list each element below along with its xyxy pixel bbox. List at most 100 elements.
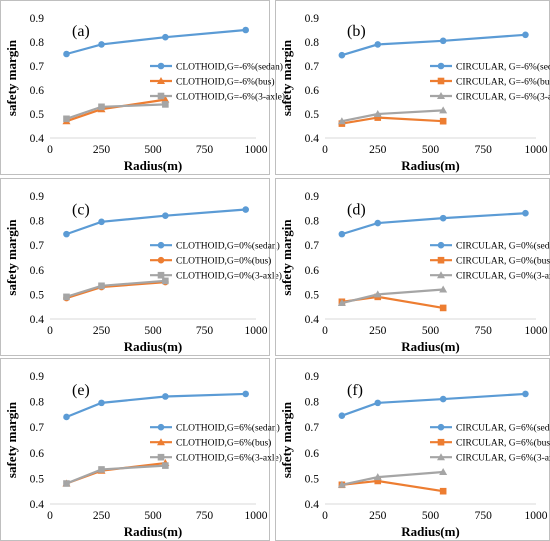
data-point <box>374 399 382 407</box>
data-point <box>439 304 447 312</box>
y-tick-label: 0.8 <box>305 37 320 49</box>
data-point <box>439 106 448 114</box>
data-point <box>161 95 170 103</box>
x-tick-label: 500 <box>144 510 162 522</box>
legend-entry: CLOTHOID,G=6%(sedan) <box>176 423 280 434</box>
data-point <box>98 218 105 226</box>
data-point <box>338 412 346 419</box>
legend-entry: CIRCULAR, G=6%(sedan) <box>456 423 550 434</box>
data-point <box>373 290 382 298</box>
x-tick-label: 750 <box>196 325 214 337</box>
x-axis-title: Radius(m) <box>401 524 460 539</box>
data-point <box>162 212 169 219</box>
legend-entry: CIRCULAR, G=6%(3-axle) <box>456 453 550 464</box>
data-point <box>439 487 447 495</box>
panel-label: (d) <box>347 201 366 218</box>
y-axis-title: safety margin <box>4 401 19 478</box>
chart-panel-3: 0.4 0.5 0.6 0.7 0.8 0.9 0 250 500 750 1000 Radius(m… <box>0 178 282 356</box>
x-tick-label: 250 <box>369 144 387 156</box>
data-point <box>98 282 105 290</box>
x-tick-label: 250 <box>369 325 387 337</box>
data-point <box>63 50 70 58</box>
y-tick-label: 0.5 <box>305 473 320 485</box>
y-tick-label: 0.4 <box>30 314 45 326</box>
data-point <box>374 114 382 121</box>
x-tick-label: 1000 <box>245 325 268 337</box>
chart-panel-1: 0.4 0.5 0.6 0.7 0.8 0.9 0 250 500 750 1000 Radius(m… <box>0 0 285 175</box>
chart-panel-5: 0.4 0.5 0.6 0.7 0.8 0.9 0 250 500 750 1000 Radius(m… <box>0 358 282 541</box>
y-tick-label: 0.6 <box>30 85 45 97</box>
y-tick-label: 0.4 <box>305 133 320 145</box>
data-point <box>162 277 169 285</box>
x-tick-label: 750 <box>475 144 493 156</box>
y-tick-label: 0.7 <box>305 422 320 434</box>
legend-marker <box>437 77 445 85</box>
y-tick-label: 0.7 <box>305 61 320 73</box>
y-tick-label: 0.5 <box>30 109 45 121</box>
series-2 <box>338 477 447 495</box>
y-tick-label: 0.9 <box>30 13 45 25</box>
data-point <box>373 110 382 117</box>
x-tick-label: 250 <box>93 510 111 522</box>
y-tick-label: 0.6 <box>305 85 320 97</box>
legend: CLOTHOID,G=-6%(sedan) CLOTHOID,G=-6%(bus)… <box>150 62 285 103</box>
y-tick-label: 0.8 <box>30 397 45 409</box>
y-tick-label: 0.6 <box>305 265 320 277</box>
y-tick-label: 0.6 <box>30 448 45 460</box>
legend-marker <box>437 62 445 70</box>
y-tick-label: 0.8 <box>305 397 320 409</box>
legend-marker <box>437 453 445 461</box>
series-3 <box>63 277 169 301</box>
y-tick-label: 0.5 <box>30 473 45 485</box>
data-point <box>242 390 249 398</box>
series-3 <box>337 468 448 488</box>
series-line <box>66 98 166 123</box>
data-point <box>63 413 70 421</box>
series-1 <box>63 26 249 58</box>
x-tick-label: 250 <box>93 144 111 156</box>
series-1 <box>63 390 249 421</box>
x-tick-label: 0 <box>47 325 53 337</box>
x-tick-label: 0 <box>47 144 53 156</box>
series-3 <box>337 106 448 125</box>
x-tick-label: 1000 <box>525 325 548 337</box>
panel-label: (f) <box>347 382 363 399</box>
y-axis-title: safety margin <box>4 39 19 116</box>
data-point <box>162 33 169 41</box>
legend: CIRCULAR, G=6%(sedan) CIRCULAR, G=6%(bus)… <box>430 423 550 464</box>
data-point <box>439 395 447 403</box>
legend-entry: CLOTHOID,G=-6%(3-axle) <box>176 92 285 103</box>
series-line <box>66 28 246 56</box>
y-axis-title: safety margin <box>4 219 19 296</box>
data-point <box>98 466 105 473</box>
data-point <box>63 480 70 487</box>
legend-entry: CIRCULAR, G=0%(sedan) <box>456 241 550 252</box>
series-2 <box>338 114 447 127</box>
data-point <box>373 473 382 481</box>
x-tick-label: 750 <box>475 325 493 337</box>
chart-panel-4: 0.4 0.5 0.6 0.7 0.8 0.9 0 250 500 750 1000 Radius(m… <box>275 178 550 356</box>
data-point <box>63 115 70 123</box>
y-axis-title: safety margin <box>279 219 294 296</box>
panel-border <box>0 178 270 356</box>
legend-marker <box>157 77 165 84</box>
data-point <box>98 41 105 48</box>
data-point <box>522 31 529 39</box>
legend: CLOTHOID,G=6%(sedan) CLOTHOID,G=6%(bus) CL… <box>150 423 282 464</box>
y-tick-label: 0.4 <box>305 499 320 511</box>
series-line <box>66 208 246 236</box>
y-axis-title: safety margin <box>279 401 294 478</box>
legend: CIRCULAR, G=0%(sedan) CIRCULAR, G=0%(bus)… <box>430 241 550 282</box>
x-axis-title: Radius(m) <box>124 339 183 354</box>
data-point <box>162 101 169 108</box>
y-tick-label: 0.4 <box>30 499 45 511</box>
data-point <box>439 285 448 293</box>
x-axis-title: Radius(m) <box>401 158 460 173</box>
x-axis-title: Radius(m) <box>401 339 460 354</box>
y-tick-label: 0.5 <box>30 289 45 301</box>
x-axis-title: Radius(m) <box>124 158 183 173</box>
legend-marker <box>437 256 445 264</box>
x-tick-label: 500 <box>422 325 440 337</box>
series-line <box>341 288 444 305</box>
